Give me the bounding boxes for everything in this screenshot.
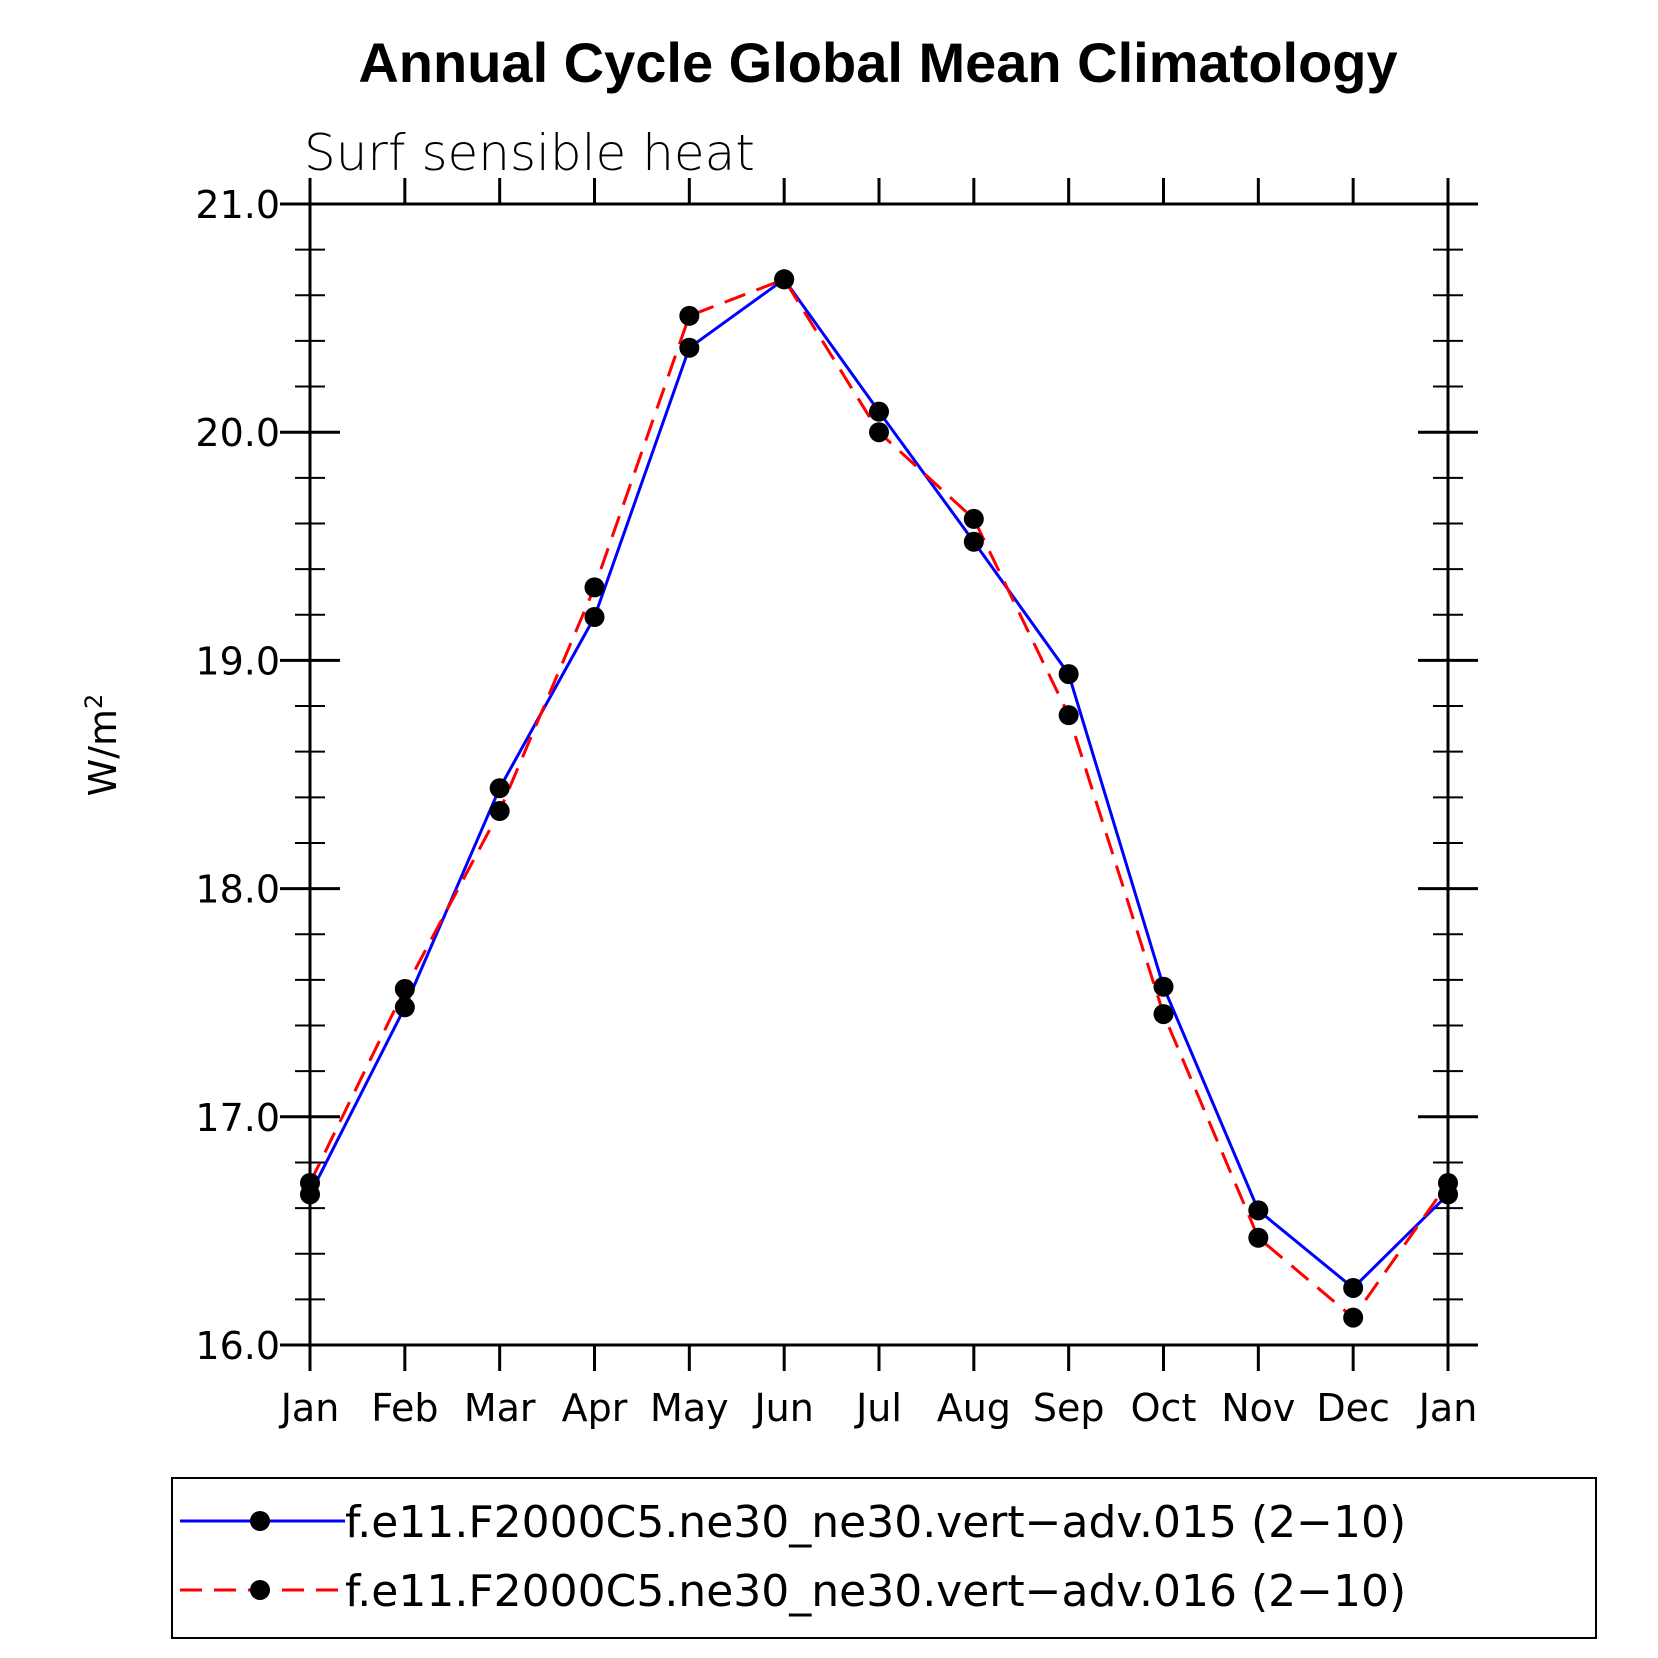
x-tick-label: Nov xyxy=(1221,1386,1295,1430)
y-tick-label: 17.0 xyxy=(195,1096,280,1140)
series-1-point xyxy=(1248,1200,1269,1221)
series-1-point xyxy=(963,531,984,552)
x-tick-label: Jul xyxy=(854,1386,902,1430)
y-tick-label: 16.0 xyxy=(195,1324,280,1368)
legend-box xyxy=(171,1477,1597,1639)
x-tick-label: Dec xyxy=(1316,1386,1390,1430)
series-1-point xyxy=(1153,976,1174,997)
y-tick-label: 21.0 xyxy=(195,183,280,227)
x-tick-label: Aug xyxy=(937,1386,1011,1430)
series-1-point xyxy=(1343,1277,1364,1298)
legend: f.e11.F2000C5.ne30_ne30.vert−adv.015 (2−… xyxy=(171,1477,1597,1639)
series-2-point xyxy=(963,508,984,529)
x-tick-label: Mar xyxy=(464,1386,536,1430)
series-1-point xyxy=(584,607,605,628)
chart-title: Annual Cycle Global Mean Climatology xyxy=(358,31,1397,94)
series-2-point xyxy=(1248,1227,1269,1248)
series-1-point xyxy=(394,997,415,1018)
y-axis-label-superscript: 2 xyxy=(80,694,108,709)
series-1-point xyxy=(679,337,700,358)
plot-axes: Jan Feb Mar Apr May Jun Jul Aug Sep Oct Nov Dec Jan 1… xyxy=(195,178,1478,1430)
x-tick-label: Jun xyxy=(752,1386,813,1430)
legend-label-series-1: f.e11.F2000C5.ne30_ne30.vert−adv.015 (2−… xyxy=(345,1497,1406,1548)
y-axis-label: W/m2 xyxy=(80,694,125,797)
series-2-point xyxy=(1058,705,1079,726)
chart-subtitle: Surf sensible heat xyxy=(304,124,755,182)
series-2-point xyxy=(1153,1004,1174,1025)
legend-label-series-2: f.e11.F2000C5.ne30_ne30.vert−adv.016 (2−… xyxy=(345,1566,1406,1617)
y-tick-label: 19.0 xyxy=(195,639,280,683)
legend-marker-series-2 xyxy=(250,1580,270,1600)
series-2-point xyxy=(300,1172,320,1193)
y-tick-label: 18.0 xyxy=(195,868,280,912)
x-tick-label: Oct xyxy=(1131,1386,1197,1430)
x-tick-label: Jan xyxy=(279,1386,340,1430)
series-1-point xyxy=(869,401,889,422)
series-layer xyxy=(300,269,1458,1328)
y-tick-label: 20.0 xyxy=(195,411,280,455)
y-axis-label-unit: W/m xyxy=(81,709,125,796)
x-tick-label: Sep xyxy=(1033,1386,1105,1430)
series-1-point xyxy=(1058,664,1079,685)
series-2-point xyxy=(1438,1172,1458,1193)
series-2-point xyxy=(1343,1307,1364,1328)
legend-marker-series-1 xyxy=(250,1511,270,1531)
x-tick-label: Feb xyxy=(371,1386,438,1430)
series-2-point xyxy=(489,801,510,822)
series-2-point xyxy=(869,422,889,443)
x-tick-label: Jan xyxy=(1417,1386,1478,1430)
series-2-point xyxy=(584,577,605,598)
series-1-point xyxy=(489,778,510,799)
series-2-point xyxy=(679,305,700,326)
plot-frame xyxy=(308,202,1450,1347)
series-2-point xyxy=(394,979,415,1000)
x-tick-label: May xyxy=(650,1386,729,1430)
x-tick-label: Apr xyxy=(562,1386,628,1430)
series-2-point xyxy=(774,269,795,290)
